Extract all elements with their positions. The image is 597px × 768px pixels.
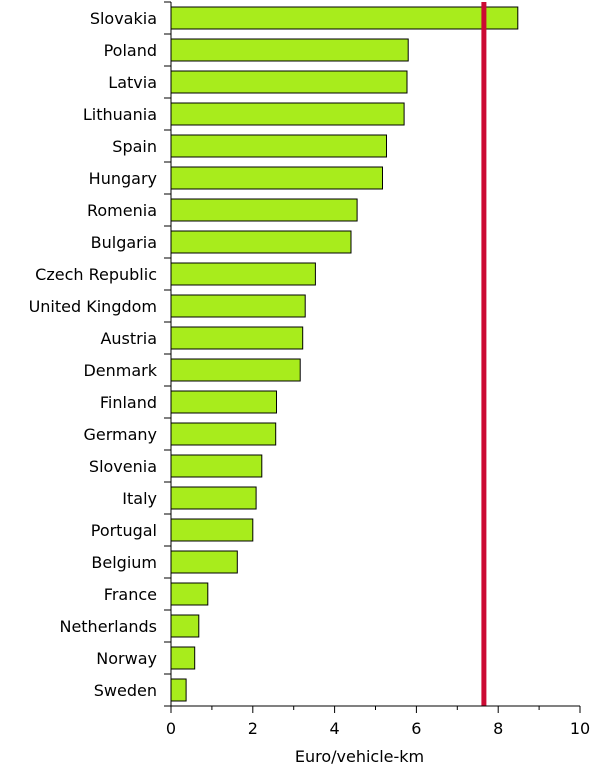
bar-czech-republic <box>170 262 316 286</box>
category-label: Portugal <box>91 521 157 540</box>
bar-poland <box>170 38 409 62</box>
category-label: United Kingdom <box>29 297 157 316</box>
bar-austria <box>170 326 304 350</box>
x-ticks: 0 2 4 6 8 10 <box>166 706 590 738</box>
category-label: Germany <box>83 425 157 444</box>
category-label: Belgium <box>91 553 157 572</box>
category-labels: Slovakia Poland Latvia Lithuania Spain Hungar… <box>29 9 158 700</box>
bar-united-kingdom <box>170 294 306 318</box>
category-label: France <box>104 585 157 604</box>
category-label: Spain <box>112 137 157 156</box>
x-tick-label: 2 <box>248 719 258 738</box>
bar-bulgaria <box>170 230 352 254</box>
x-tick-label: 8 <box>493 719 503 738</box>
x-tick-label: 0 <box>166 719 176 738</box>
x-tick-label: 10 <box>570 719 590 738</box>
bar-netherlands <box>170 614 200 638</box>
bar-france <box>170 582 209 606</box>
bar-denmark <box>170 358 301 382</box>
category-label: Lithuania <box>83 105 157 124</box>
category-label: Finland <box>100 393 157 412</box>
category-label: Norway <box>96 649 157 668</box>
category-label: Austria <box>100 329 157 348</box>
bar-sweden <box>170 678 187 702</box>
bar-romenia <box>170 198 358 222</box>
category-label: Czech Republic <box>35 265 157 284</box>
category-label: Italy <box>122 489 157 508</box>
bar-norway <box>170 646 196 670</box>
bar-hungary <box>170 166 383 190</box>
bar-slovenia <box>170 454 263 478</box>
category-label: Latvia <box>108 73 157 92</box>
bar-belgium <box>170 550 238 574</box>
bar-portugal <box>170 518 254 542</box>
category-label: Slovenia <box>89 457 157 476</box>
category-label: Sweden <box>94 681 157 700</box>
category-label: Slovakia <box>90 9 157 28</box>
category-label: Poland <box>104 41 157 60</box>
bars-layer <box>170 6 519 702</box>
category-label: Netherlands <box>59 617 157 636</box>
bar-lithuania <box>170 102 405 126</box>
x-axis-title: Euro/vehicle-km <box>295 747 424 766</box>
bar-germany <box>170 422 277 446</box>
category-label: Hungary <box>89 169 157 188</box>
bar-spain <box>170 134 387 158</box>
category-label: Denmark <box>83 361 157 380</box>
category-label: Romenia <box>87 201 157 220</box>
bar-finland <box>170 390 277 414</box>
bar-italy <box>170 486 257 510</box>
x-tick-label: 4 <box>330 719 340 738</box>
x-tick-label: 6 <box>411 719 421 738</box>
category-label: Bulgaria <box>91 233 157 252</box>
bar-slovakia <box>170 6 519 30</box>
bar-latvia <box>170 70 408 94</box>
